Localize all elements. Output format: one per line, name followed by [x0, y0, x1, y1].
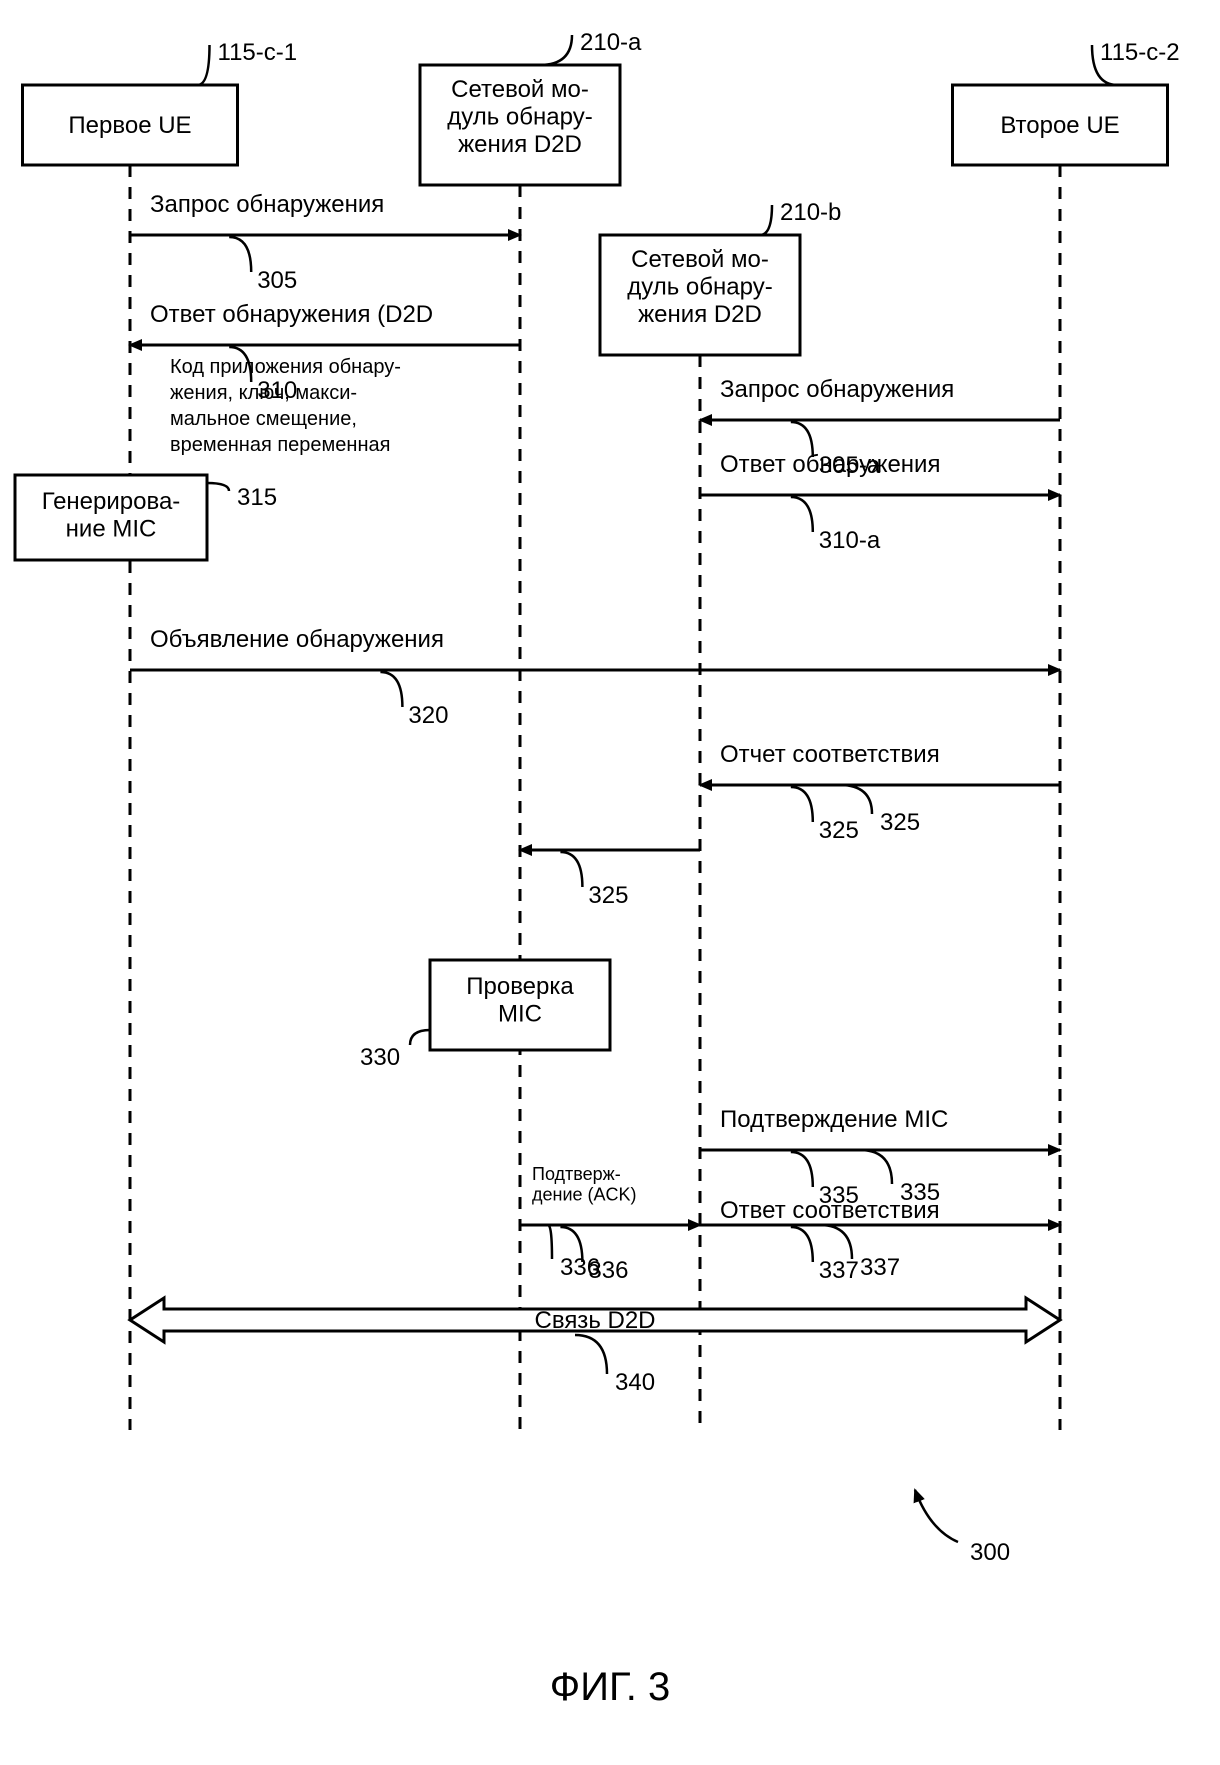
svg-text:300: 300	[970, 1539, 1010, 1566]
svg-text:временная переменная: временная переменная	[170, 434, 390, 456]
svg-text:Подтверждение MIC: Подтверждение MIC	[720, 1106, 948, 1133]
svg-text:310: 310	[257, 377, 297, 404]
svg-text:210-a: 210-a	[580, 29, 642, 56]
svg-text:Отчет соответствия: Отчет соответствия	[720, 741, 940, 768]
svg-text:210-b: 210-b	[780, 199, 841, 226]
svg-text:мальное смещение,: мальное смещение,	[170, 408, 357, 430]
svg-text:320: 320	[408, 702, 448, 729]
svg-text:310-a: 310-a	[819, 527, 881, 554]
svg-text:ФИГ. 3: ФИГ. 3	[550, 1665, 670, 1709]
svg-text:315: 315	[237, 484, 277, 511]
svg-text:Второе UE: Второе UE	[1000, 112, 1119, 139]
svg-text:115-c-1: 115-c-1	[218, 39, 298, 66]
svg-text:Объявление обнаружения: Объявление обнаружения	[150, 626, 444, 653]
svg-text:Ответ обнаружения: Ответ обнаружения	[720, 451, 940, 478]
svg-text:325: 325	[588, 882, 628, 909]
svg-text:330: 330	[360, 1044, 400, 1071]
svg-text:325: 325	[819, 817, 859, 844]
svg-text:305: 305	[257, 267, 297, 294]
svg-text:337: 337	[819, 1257, 859, 1284]
svg-text:325: 325	[880, 809, 920, 836]
svg-text:336: 336	[560, 1254, 600, 1281]
svg-text:115-c-2: 115-c-2	[1100, 39, 1180, 66]
svg-text:Сетевой мо-дуль обнару-жения D: Сетевой мо-дуль обнару-жения D2D	[627, 246, 772, 328]
svg-text:340: 340	[615, 1369, 655, 1396]
svg-text:Код приложения обнару-: Код приложения обнару-	[170, 356, 401, 378]
svg-text:Подтверж-дение (ACK): Подтверж-дение (ACK)	[532, 1164, 637, 1205]
svg-text:Ответ обнаружения (D2D: Ответ обнаружения (D2D	[150, 301, 433, 328]
svg-text:337: 337	[860, 1254, 900, 1281]
svg-text:Сетевой мо-дуль обнару-жения D: Сетевой мо-дуль обнару-жения D2D	[447, 76, 592, 158]
svg-text:Запрос обнаружения: Запрос обнаружения	[150, 191, 384, 218]
svg-text:Связь D2D: Связь D2D	[535, 1307, 656, 1334]
svg-text:Первое UE: Первое UE	[68, 112, 191, 139]
svg-text:Запрос обнаружения: Запрос обнаружения	[720, 376, 954, 403]
svg-text:335: 335	[900, 1179, 940, 1206]
